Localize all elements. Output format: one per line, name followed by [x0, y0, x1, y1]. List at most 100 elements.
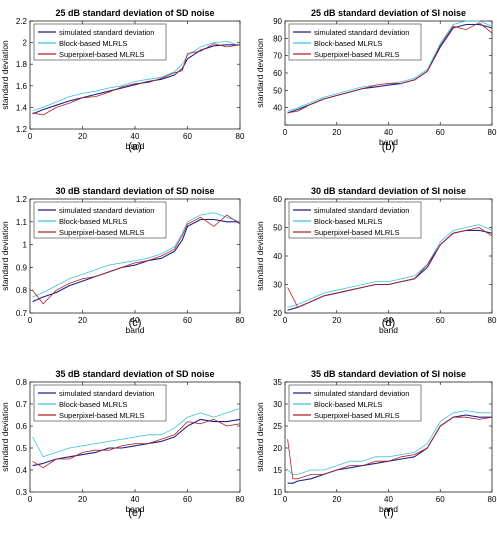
- x-tick-label: 60: [183, 132, 192, 141]
- y-tick-label: 50: [273, 86, 282, 95]
- x-tick-label: 0: [28, 495, 33, 504]
- legend-label-3: Superpixel-based MLRLS: [59, 228, 144, 237]
- y-tick-label: 0.4: [16, 466, 28, 475]
- chart-title: 25 dB standard deviation of SD noise: [55, 8, 214, 18]
- y-axis-label: standard deviation: [255, 402, 265, 472]
- series-line-3: [32, 214, 241, 305]
- series-line-2: [287, 410, 492, 475]
- y-tick-label: 0.5: [16, 444, 28, 453]
- legend-label-2: Block-based MLRLS: [59, 217, 127, 226]
- y-tick-label: 60: [273, 69, 282, 78]
- y-tick-label: 20: [273, 309, 282, 318]
- chart-panel-5: 35 dB standard deviation of SD noise 0 20 4…: [0, 369, 245, 519]
- y-axis-label: standard deviation: [0, 402, 10, 472]
- chart-title: 30 dB standard deviation of SI noise: [311, 186, 466, 196]
- x-tick-label: 0: [28, 316, 33, 325]
- legend-label-2: Block-based MLRLS: [314, 217, 382, 226]
- series-line-3: [287, 416, 493, 480]
- series-line-3: [32, 43, 241, 116]
- y-tick-label: 80: [273, 34, 282, 43]
- x-tick-label: 20: [78, 316, 87, 325]
- x-tick-label: 0: [283, 316, 288, 325]
- x-tick-label: 60: [183, 316, 192, 325]
- x-tick-label: 0: [283, 128, 288, 137]
- y-tick-label: 1.1: [16, 218, 28, 227]
- series-line-3: [287, 227, 493, 308]
- series-line-2: [32, 212, 241, 298]
- y-axis-label: standard deviation: [0, 40, 10, 110]
- y-tick-label: 10: [273, 488, 282, 497]
- y-tick-label: 0.8: [16, 378, 28, 387]
- chart-panel-1: 25 dB standard deviation of SD noise 0 20 4…: [0, 8, 245, 153]
- legend-label-2: Block-based MLRLS: [59, 400, 127, 409]
- x-tick-label: 80: [488, 495, 497, 504]
- y-tick-label: 0.9: [16, 263, 28, 272]
- chart-panel-4: 30 dB standard deviation of SI noise 0 20 4…: [255, 186, 497, 335]
- x-axis-label: band: [126, 325, 145, 335]
- legend-label-2: Block-based MLRLS: [314, 400, 382, 409]
- chart-title: 35 dB standard deviation of SI noise: [311, 369, 466, 379]
- chart-panel-2: 25 dB standard deviation of SI noise 0 20 4…: [255, 8, 497, 153]
- legend-label-1: simulated standard deviation: [59, 206, 154, 215]
- y-tick-label: 60: [273, 195, 282, 204]
- y-axis-label: standard deviation: [255, 38, 265, 108]
- legend-label-1: simulated standard deviation: [59, 389, 154, 398]
- y-tick-label: 25: [273, 422, 282, 431]
- y-tick-label: 0.7: [16, 400, 28, 409]
- y-tick-label: 0.6: [16, 422, 28, 431]
- x-tick-label: 80: [236, 316, 245, 325]
- panel-caption: (d): [382, 317, 395, 329]
- panel-caption: (e): [128, 507, 141, 519]
- y-tick-label: 1.8: [16, 60, 28, 69]
- panel-caption: (b): [382, 141, 395, 153]
- legend-label-3: Superpixel-based MLRLS: [59, 411, 144, 420]
- y-tick-label: 30: [273, 400, 282, 409]
- legend-label-3: Superpixel-based MLRLS: [314, 411, 399, 420]
- x-tick-label: 60: [183, 495, 192, 504]
- x-tick-label: 60: [436, 128, 445, 137]
- y-tick-label: 0.8: [16, 286, 28, 295]
- y-tick-label: 1: [23, 241, 28, 250]
- y-tick-label: 15: [273, 466, 282, 475]
- y-tick-label: 35: [273, 378, 282, 387]
- series-line-2: [32, 41, 241, 111]
- y-tick-label: 40: [273, 104, 282, 113]
- x-tick-label: 40: [384, 495, 393, 504]
- legend-label-1: simulated standard deviation: [314, 389, 409, 398]
- chart-panel-6: 35 dB standard deviation of SI noise 0 20 4…: [255, 369, 497, 519]
- x-tick-label: 80: [488, 128, 497, 137]
- panel-caption: (c): [129, 317, 142, 329]
- y-tick-label: 90: [273, 17, 282, 26]
- series-line-1: [32, 418, 241, 467]
- x-axis-label: band: [379, 504, 398, 514]
- y-tick-label: 1.2: [16, 125, 28, 134]
- y-tick-label: 2: [23, 39, 28, 48]
- series-line-2: [287, 224, 493, 308]
- x-tick-label: 40: [384, 128, 393, 137]
- y-tick-label: 0.3: [16, 488, 28, 497]
- x-axis-label: band: [126, 504, 145, 514]
- x-tick-label: 20: [332, 495, 341, 504]
- panel-caption: (a): [128, 141, 141, 153]
- x-tick-label: 80: [236, 495, 245, 504]
- y-tick-label: 0.7: [16, 309, 28, 318]
- chart-title: 30 dB standard deviation of SD noise: [55, 186, 214, 196]
- x-tick-label: 80: [488, 316, 497, 325]
- y-axis-label: standard deviation: [0, 221, 10, 291]
- x-tick-label: 20: [78, 132, 87, 141]
- x-tick-label: 40: [131, 316, 140, 325]
- series-line-1: [32, 218, 240, 303]
- x-tick-label: 20: [78, 495, 87, 504]
- legend-label-1: simulated standard deviation: [314, 28, 409, 37]
- y-tick-label: 1.6: [16, 82, 28, 91]
- x-axis-label: band: [379, 325, 398, 335]
- legend-label-1: simulated standard deviation: [314, 206, 409, 215]
- panel-caption: (f): [383, 507, 393, 519]
- y-tick-label: 1.4: [16, 103, 28, 112]
- chart-panel-3: 30 dB standard deviation of SD noise 0 20 4…: [0, 186, 245, 335]
- series-line-1: [287, 414, 492, 484]
- chart-title: 25 dB standard deviation of SI noise: [311, 8, 466, 18]
- y-tick-label: 40: [273, 252, 282, 261]
- legend-label-3: Superpixel-based MLRLS: [314, 50, 399, 59]
